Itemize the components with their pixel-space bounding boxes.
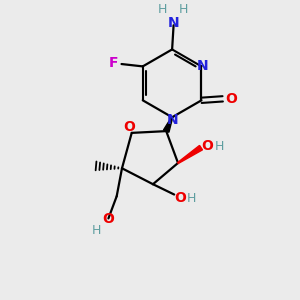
Text: N: N bbox=[166, 112, 178, 127]
Text: O: O bbox=[174, 191, 186, 205]
Text: O: O bbox=[102, 212, 114, 226]
Text: O: O bbox=[202, 139, 213, 153]
Polygon shape bbox=[164, 117, 173, 132]
Text: H: H bbox=[187, 192, 196, 205]
Text: H: H bbox=[91, 224, 101, 237]
Text: F: F bbox=[109, 56, 118, 70]
Text: H: H bbox=[214, 140, 224, 153]
Text: N: N bbox=[168, 16, 179, 30]
Text: H: H bbox=[158, 2, 167, 16]
Text: O: O bbox=[123, 120, 135, 134]
Polygon shape bbox=[178, 146, 203, 164]
Text: N: N bbox=[196, 59, 208, 73]
Text: O: O bbox=[225, 92, 237, 106]
Text: H: H bbox=[178, 3, 188, 16]
